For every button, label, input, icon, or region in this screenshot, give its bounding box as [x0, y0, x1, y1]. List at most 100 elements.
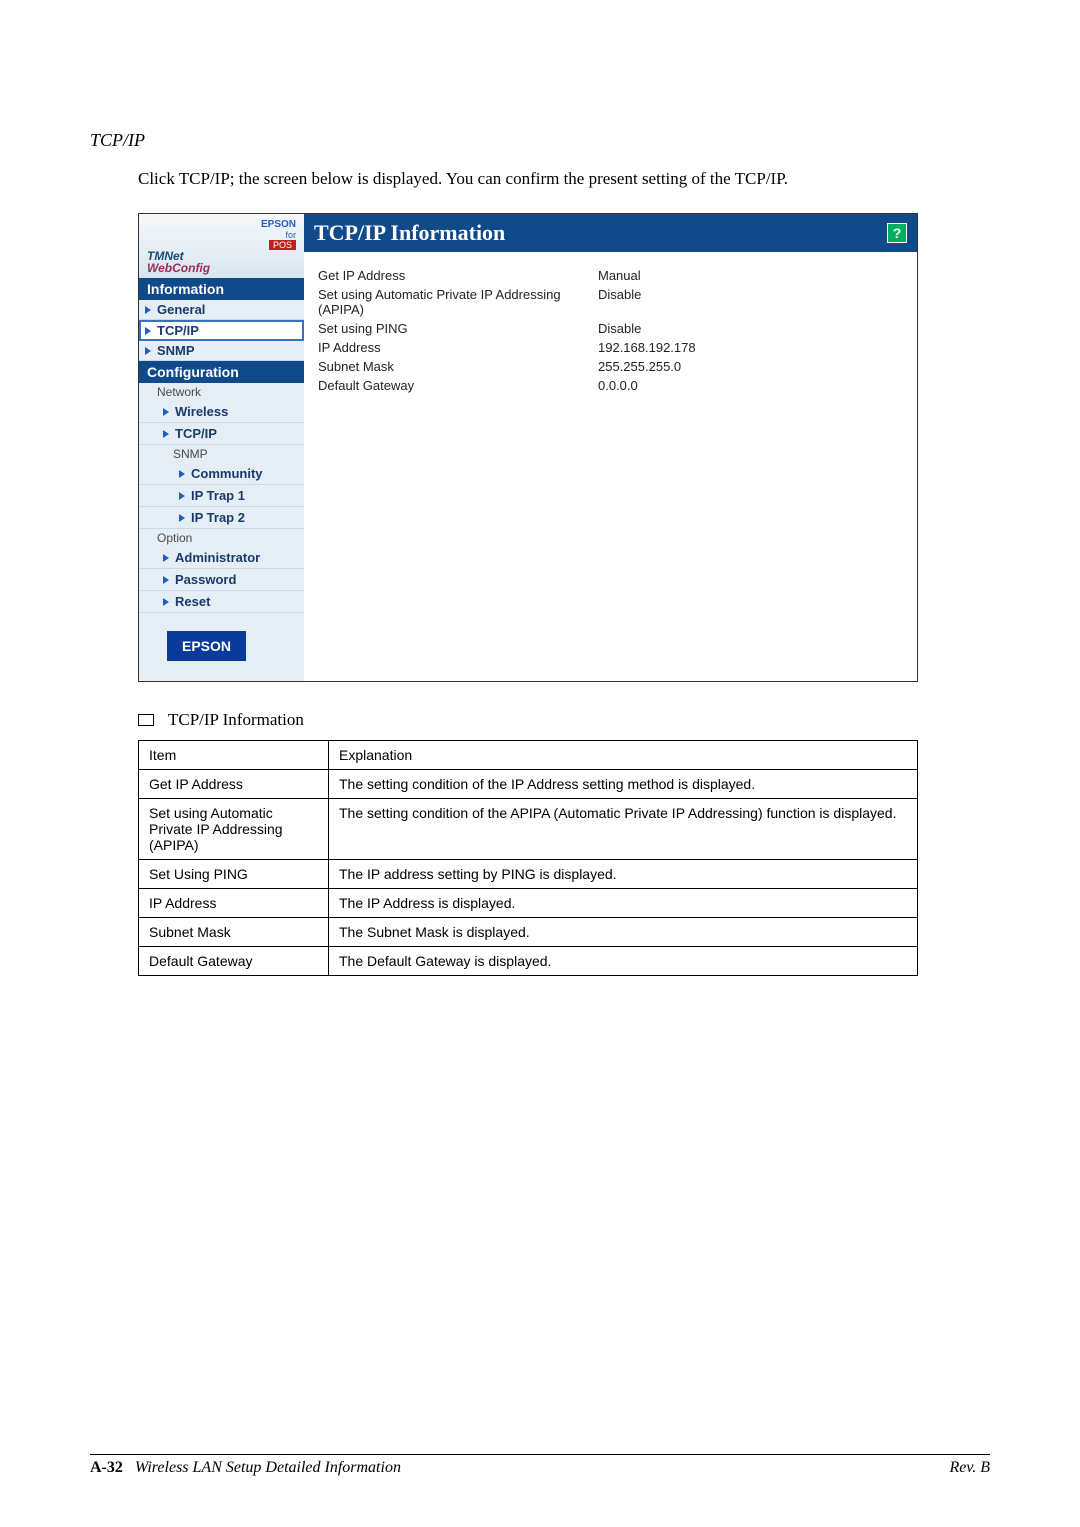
footer-doc-title: Wireless LAN Setup Detailed Information	[135, 1459, 401, 1476]
table-row: Item Explanation	[139, 741, 918, 770]
explanation-table: Item Explanation Get IP AddressThe setti…	[138, 740, 918, 976]
nav-label: Administrator	[175, 550, 260, 565]
info-row: Get IP AddressManual	[318, 266, 903, 285]
table-row: Set using Automatic Private IP Addressin…	[139, 799, 918, 860]
sidebar-item-general[interactable]: General	[139, 300, 304, 320]
nav-label: General	[157, 302, 205, 317]
main-title: TCP/IP Information	[314, 220, 505, 246]
section-heading: TCP/IP	[90, 130, 990, 151]
bullet-heading-row: TCP/IP Information	[138, 710, 990, 730]
logo-brand: EPSON	[147, 220, 296, 230]
arrow-icon	[179, 492, 185, 500]
table-cell-item: Default Gateway	[139, 947, 329, 976]
arrow-icon	[145, 327, 151, 335]
info-row: IP Address192.168.192.178	[318, 338, 903, 357]
info-key: Subnet Mask	[318, 359, 598, 374]
page-number: A-32	[90, 1459, 123, 1476]
info-key: IP Address	[318, 340, 598, 355]
table-cell-item: Subnet Mask	[139, 918, 329, 947]
sidebar-item-wireless[interactable]: Wireless	[157, 403, 304, 420]
sidebar-item-tcpip[interactable]: TCP/IP	[139, 320, 304, 341]
arrow-icon	[145, 306, 151, 314]
table-row: Default GatewayThe Default Gateway is di…	[139, 947, 918, 976]
table-header-explanation: Explanation	[329, 741, 918, 770]
nav-subheader-option: Option	[139, 529, 304, 547]
info-row: Default Gateway0.0.0.0	[318, 376, 903, 395]
logo-for: for	[147, 230, 296, 240]
logo-webconfig: WebConfig	[147, 261, 210, 275]
page-footer: A-32 Wireless LAN Setup Detailed Informa…	[90, 1454, 990, 1477]
sidebar-item-snmp[interactable]: SNMP	[139, 341, 304, 361]
table-cell-item: Get IP Address	[139, 770, 329, 799]
info-key: Set using PING	[318, 321, 598, 336]
nav-label: Wireless	[175, 404, 228, 419]
table-header-item: Item	[139, 741, 329, 770]
footer-left: A-32 Wireless LAN Setup Detailed Informa…	[90, 1459, 401, 1477]
table-row: Subnet MaskThe Subnet Mask is displayed.	[139, 918, 918, 947]
table-row: IP AddressThe IP Address is displayed.	[139, 889, 918, 918]
nav-label: TCP/IP	[157, 323, 199, 338]
table-cell-explanation: The Default Gateway is displayed.	[329, 947, 918, 976]
table-cell-explanation: The IP Address is displayed.	[329, 889, 918, 918]
sidebar-item-reset[interactable]: Reset	[157, 593, 304, 610]
nav-label: IP Trap 1	[191, 488, 245, 503]
arrow-icon	[163, 430, 169, 438]
nav-label: TCP/IP	[175, 426, 217, 441]
table-cell-explanation: The IP address setting by PING is displa…	[329, 860, 918, 889]
nav-label: IP Trap 2	[191, 510, 245, 525]
info-value: Disable	[598, 287, 641, 317]
info-value: 255.255.255.0	[598, 359, 681, 374]
main-pane: TCP/IP Information ? Get IP AddressManua…	[304, 214, 917, 681]
sidebar-item-iptrap1[interactable]: IP Trap 1	[173, 487, 304, 504]
table-row: Get IP AddressThe setting condition of t…	[139, 770, 918, 799]
table-row: Set Using PINGThe IP address setting by …	[139, 860, 918, 889]
epson-badge: EPSON	[167, 631, 246, 661]
logo-pos: POS	[269, 240, 296, 250]
nav-label: Password	[175, 572, 236, 587]
config-screenshot: EPSON for POS TMNet WebConfig Informatio…	[138, 213, 918, 682]
arrow-icon	[163, 598, 169, 606]
sidebar-item-password[interactable]: Password	[157, 571, 304, 588]
arrow-icon	[179, 470, 185, 478]
arrow-icon	[179, 514, 185, 522]
arrow-icon	[163, 576, 169, 584]
nav-label: Community	[191, 466, 263, 481]
nav-header-information: Information	[139, 278, 304, 300]
info-value: 192.168.192.178	[598, 340, 696, 355]
info-grid: Get IP AddressManual Set using Automatic…	[304, 252, 917, 409]
arrow-icon	[163, 408, 169, 416]
help-icon[interactable]: ?	[887, 223, 907, 243]
table-cell-item: Set Using PING	[139, 860, 329, 889]
table-cell-explanation: The setting condition of the APIPA (Auto…	[329, 799, 918, 860]
footer-revision: Rev. B	[949, 1459, 990, 1477]
bullet-icon	[138, 714, 154, 726]
info-value: Manual	[598, 268, 641, 283]
table-cell-item: Set using Automatic Private IP Addressin…	[139, 799, 329, 860]
info-value: Disable	[598, 321, 641, 336]
info-row: Set using PINGDisable	[318, 319, 903, 338]
intro-paragraph: Click TCP/IP; the screen below is displa…	[138, 169, 990, 189]
sidebar-item-administrator[interactable]: Administrator	[157, 549, 304, 566]
nav-subheader-snmp: SNMP	[139, 445, 304, 463]
nav-label: Reset	[175, 594, 210, 609]
nav-label: SNMP	[157, 343, 195, 358]
table-cell-item: IP Address	[139, 889, 329, 918]
sidebar: EPSON for POS TMNet WebConfig Informatio…	[139, 214, 304, 681]
sidebar-item-community[interactable]: Community	[173, 465, 304, 482]
nav-subheader-network: Network	[139, 383, 304, 401]
bullet-heading: TCP/IP Information	[168, 710, 304, 730]
table-cell-explanation: The setting condition of the IP Address …	[329, 770, 918, 799]
arrow-icon	[145, 347, 151, 355]
sidebar-item-iptrap2[interactable]: IP Trap 2	[173, 509, 304, 526]
info-row: Set using Automatic Private IP Addressin…	[318, 285, 903, 319]
info-key: Get IP Address	[318, 268, 598, 283]
nav-header-configuration: Configuration	[139, 361, 304, 383]
info-key: Set using Automatic Private IP Addressin…	[318, 287, 598, 317]
info-key: Default Gateway	[318, 378, 598, 393]
info-value: 0.0.0.0	[598, 378, 638, 393]
logo-block: EPSON for POS TMNet WebConfig	[139, 214, 304, 278]
table-cell-explanation: The Subnet Mask is displayed.	[329, 918, 918, 947]
info-row: Subnet Mask255.255.255.0	[318, 357, 903, 376]
sidebar-item-tcpip-config[interactable]: TCP/IP	[157, 425, 304, 442]
arrow-icon	[163, 554, 169, 562]
